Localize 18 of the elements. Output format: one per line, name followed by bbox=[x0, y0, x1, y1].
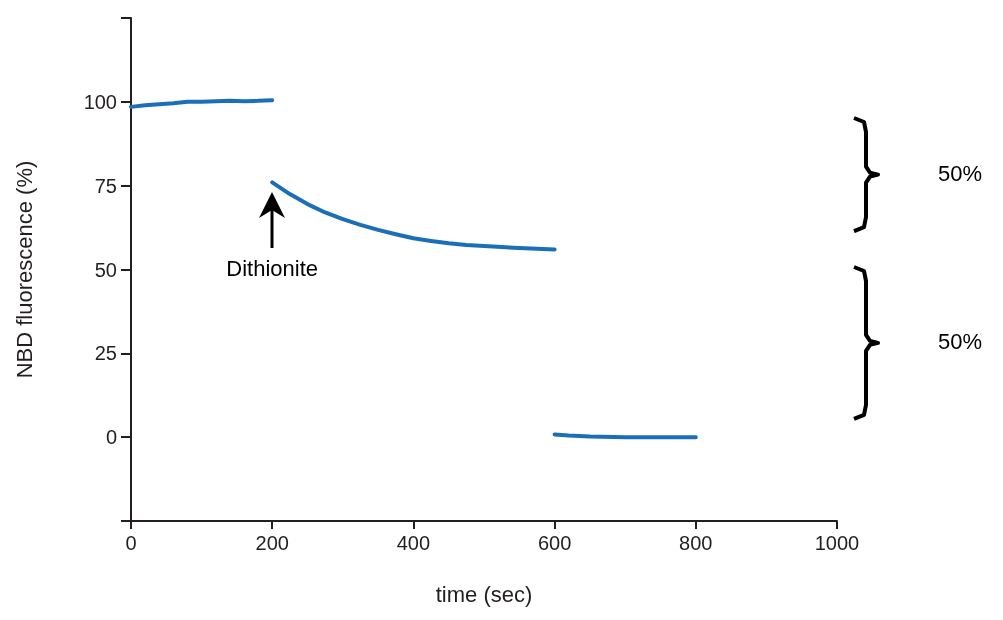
y-axis-title: NBD fluorescence (%) bbox=[11, 160, 37, 379]
line-series bbox=[129, 98, 275, 109]
x-axis-title: time (sec) bbox=[435, 581, 533, 607]
x-tick-label: 1000 bbox=[814, 532, 860, 554]
x-tick-label: 600 bbox=[537, 532, 572, 554]
x-tick-label: 800 bbox=[679, 532, 713, 554]
x-tick-label: 200 bbox=[255, 532, 289, 554]
y-tick-label: 75 bbox=[94, 174, 117, 197]
y-tick-label: 25 bbox=[94, 342, 117, 365]
x-tick-label: 0 bbox=[125, 532, 137, 554]
y-tick-label: 100 bbox=[83, 90, 117, 113]
y-tick-label: 0 bbox=[105, 426, 117, 449]
text: 50% bbox=[938, 160, 983, 187]
annotation: Dithionite bbox=[225, 256, 320, 283]
x-tick-label: 400 bbox=[396, 532, 431, 554]
text: 50% bbox=[938, 329, 983, 356]
line-series bbox=[270, 180, 557, 252]
y-tick-label: 50 bbox=[94, 258, 117, 281]
